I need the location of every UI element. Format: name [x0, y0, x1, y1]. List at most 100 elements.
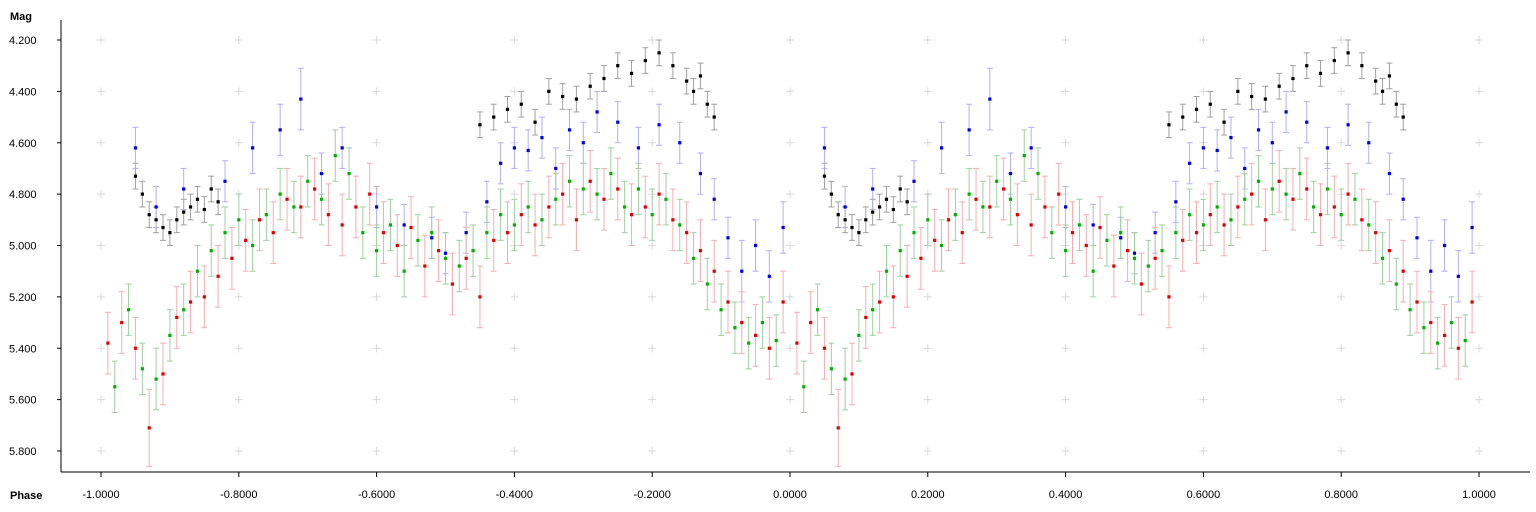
data-point-series-1: [1415, 236, 1419, 240]
data-point-series-0: [1346, 51, 1350, 55]
data-point-series-3: [1070, 231, 1075, 235]
grid-plus-marker: [786, 36, 794, 44]
data-point-series-1: [657, 123, 661, 127]
data-point-series-1: [154, 205, 158, 209]
data-point-series-1: [871, 187, 875, 191]
data-point-series-1: [678, 141, 682, 145]
grid-plus-marker: [97, 36, 105, 44]
data-point-series-3: [1222, 223, 1226, 227]
data-point-series-1: [1284, 110, 1288, 114]
data-point-series-2: [871, 308, 875, 312]
data-point-series-2: [623, 205, 627, 209]
data-point-series-1: [526, 148, 530, 153]
data-point-series-2: [1463, 338, 1467, 343]
x-tick-label: 0.4000: [1049, 489, 1083, 501]
data-point-series-1: [540, 136, 544, 140]
grid-plus-marker: [1475, 241, 1483, 250]
data-point-series-2: [223, 231, 227, 235]
data-point-series-1: [1401, 197, 1405, 201]
data-point-series-3: [809, 320, 813, 325]
x-axis-title: Phase: [10, 490, 42, 502]
data-point-series-0: [705, 102, 709, 106]
data-point-series-2: [829, 367, 833, 371]
data-point-series-2: [347, 171, 351, 176]
data-point-series-0: [561, 94, 565, 99]
data-point-series-2: [1408, 308, 1412, 312]
data-point-series-2: [1422, 326, 1426, 330]
data-point-series-0: [188, 205, 193, 209]
data-point-series-2: [857, 333, 861, 338]
data-point-series-1: [595, 110, 599, 114]
data-point-series-0: [829, 192, 833, 196]
grid-plus-marker: [648, 344, 657, 353]
data-point-series-0: [905, 200, 909, 204]
data-point-series-2: [760, 320, 765, 325]
grid-plus-marker: [923, 87, 932, 96]
grid-plus-marker: [510, 87, 519, 96]
grid-plus-marker: [923, 395, 932, 404]
data-point-series-2: [747, 341, 751, 345]
data-point-series-0: [891, 207, 895, 212]
grid-plus-marker: [97, 190, 105, 199]
x-tick-label: 0.8000: [1324, 489, 1358, 501]
data-point-series-3: [1181, 238, 1185, 242]
data-point-series-0: [588, 84, 592, 88]
data-point-series-0: [1401, 115, 1405, 119]
data-point-series-0: [602, 76, 606, 81]
grid-plus-marker: [786, 87, 794, 96]
data-point-series-0: [898, 187, 902, 191]
data-point-series-1: [753, 243, 758, 248]
data-point-series-0: [1167, 123, 1171, 127]
axes: [60, 20, 1530, 473]
data-point-series-1: [182, 187, 186, 191]
data-point-series-2: [884, 269, 889, 273]
data-point-series-3: [478, 295, 482, 299]
data-point-series-3: [933, 238, 937, 242]
grid-plus-marker: [372, 395, 381, 404]
y-tick-label: 5.000: [9, 241, 37, 253]
grid-plus-marker: [234, 138, 243, 147]
grid-plus-marker: [1475, 36, 1483, 44]
data-point-series-3: [864, 315, 868, 320]
data-point-series-0: [850, 225, 854, 230]
data-point-series-1: [485, 200, 489, 204]
grid-plus-marker: [510, 190, 519, 199]
data-point-series-2: [1394, 282, 1398, 286]
x-tick-label: 1.0000: [1462, 489, 1496, 501]
data-point-series-2: [1270, 187, 1274, 191]
data-point-series-2: [416, 238, 420, 242]
data-point-series-3: [464, 256, 468, 260]
data-point-series-3: [795, 341, 799, 345]
data-point-series-3: [1263, 218, 1268, 222]
data-point-series-1: [712, 197, 716, 201]
data-point-series-2: [705, 282, 709, 286]
grid-plus-marker: [1061, 138, 1070, 147]
data-point-series-2: [195, 269, 200, 273]
grid-plus-marker: [1475, 292, 1483, 301]
grid-plus-marker: [97, 292, 105, 301]
data-point-series-0: [643, 58, 647, 63]
data-point-series-3: [1401, 269, 1405, 273]
data-point-series-3: [299, 205, 303, 209]
data-point-series-1: [1119, 236, 1123, 240]
data-point-series-2: [1091, 269, 1095, 273]
data-point-series-3: [685, 231, 689, 235]
data-point-series-2: [1312, 205, 1316, 209]
data-point-series-3: [1153, 256, 1157, 260]
data-point-series-1: [939, 146, 944, 150]
data-point-series-0: [877, 205, 882, 209]
data-point-series-0: [836, 213, 840, 217]
data-point-series-2: [361, 231, 365, 235]
data-point-series-2: [1132, 256, 1137, 260]
data-point-series-1: [843, 205, 847, 209]
data-point-series-3: [547, 205, 551, 209]
grid-plus-marker: [97, 447, 105, 455]
grid-plus-marker: [786, 190, 794, 199]
data-point-series-2: [471, 249, 475, 253]
data-point-series-0: [864, 218, 868, 222]
data-point-series-1: [912, 179, 916, 183]
data-point-series-3: [1305, 187, 1309, 191]
data-point-series-1: [1153, 231, 1157, 235]
data-point-series-2: [1119, 231, 1123, 235]
